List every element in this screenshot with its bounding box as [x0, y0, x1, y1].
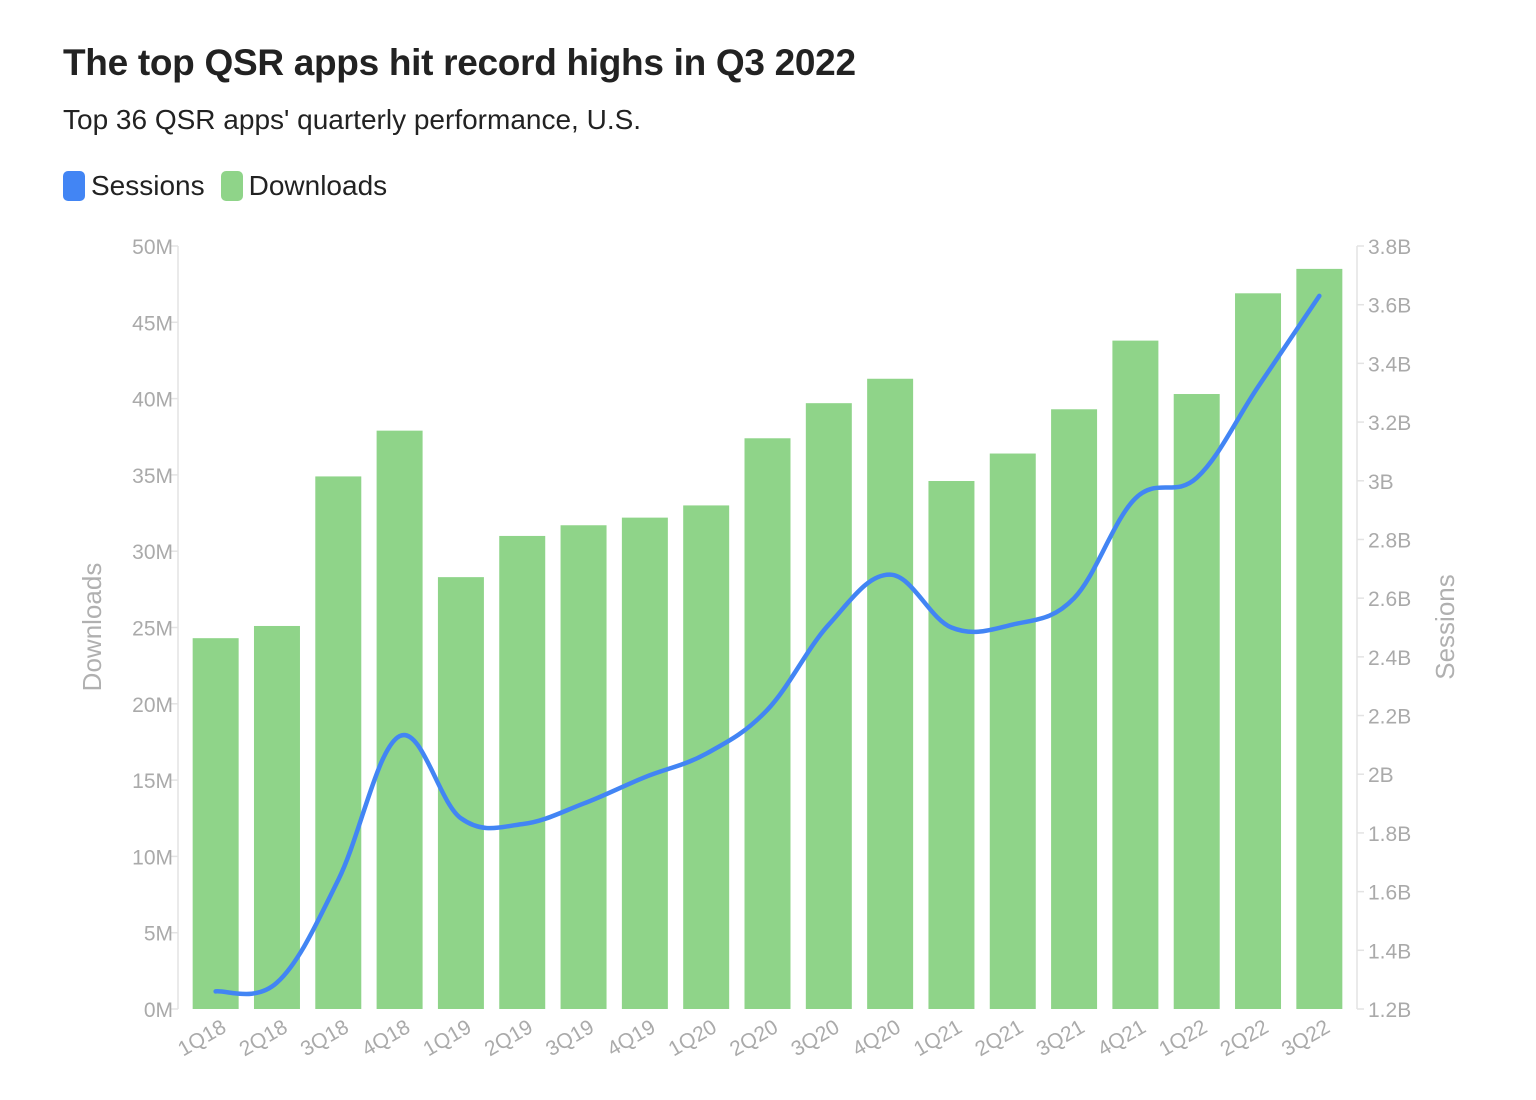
- y-axis-left-title: Downloads: [77, 563, 107, 692]
- downloads-bar: [683, 505, 730, 1009]
- downloads-bar: [253, 625, 300, 1009]
- x-tick-label: 4Q19: [603, 1015, 659, 1061]
- sessions-line: [213, 293, 1322, 997]
- x-tick-label: 4Q21: [1094, 1015, 1150, 1061]
- x-tick-label: 2Q21: [971, 1015, 1027, 1061]
- legend-swatch-downloads: [220, 171, 243, 201]
- downloads-bar: [437, 577, 484, 1009]
- y-right-tick-label: 3.2B: [1368, 412, 1411, 435]
- chart-subtitle: Top 36 QSR apps' quarterly performance, …: [63, 104, 642, 135]
- x-tick-label: 1Q22: [1155, 1015, 1211, 1061]
- chart-title: The top QSR apps hit record highs in Q3 …: [63, 42, 856, 83]
- downloads-bar: [928, 481, 975, 1009]
- y-left-tick-label: 45M: [132, 312, 173, 335]
- y-left-tick-label: 40M: [132, 389, 173, 412]
- downloads-bar: [1235, 293, 1282, 1009]
- y-right-tick-label: 1.8B: [1368, 823, 1411, 846]
- legend-swatch-sessions: [63, 171, 85, 201]
- y-left-tick-label: 35M: [132, 465, 173, 488]
- legend-label-sessions: Sessions: [91, 170, 205, 201]
- x-tick-label: 1Q18: [174, 1015, 230, 1061]
- x-tick-label: 3Q20: [787, 1015, 843, 1061]
- downloads-bar: [499, 535, 546, 1009]
- legend-label-downloads: Downloads: [248, 170, 388, 201]
- chart-legend: Sessions Downloads: [63, 170, 403, 202]
- y-left-tick-label: 15M: [132, 770, 173, 793]
- downloads-bar: [315, 476, 362, 1009]
- x-tick-label: 2Q20: [726, 1015, 782, 1061]
- y-right-tick-label: 2B: [1368, 764, 1394, 787]
- y-left-tick-label: 50M: [132, 236, 173, 259]
- y-right-tick-label: 1.4B: [1368, 940, 1411, 963]
- y-left-tick-label: 30M: [132, 541, 173, 564]
- y-right-tick-label: 2.6B: [1368, 588, 1411, 611]
- y-right-tick-label: 1.6B: [1368, 882, 1411, 905]
- x-tick-label: 4Q20: [849, 1015, 905, 1061]
- y-left-tick-label: 5M: [144, 923, 173, 946]
- x-tick-label: 2Q19: [481, 1015, 537, 1061]
- downloads-bar: [867, 378, 914, 1010]
- x-tick-label: 3Q21: [1033, 1015, 1089, 1061]
- y-right-tick-label: 2.4B: [1368, 647, 1411, 670]
- x-tick-label: 1Q21: [910, 1015, 966, 1061]
- downloads-bars: [192, 268, 1343, 1010]
- downloads-bar: [621, 517, 668, 1009]
- axes-layer: [171, 245, 1364, 1010]
- y-right-tick-label: 3.6B: [1368, 295, 1411, 318]
- downloads-bar: [1173, 394, 1220, 1010]
- x-tick-label: 2Q22: [1217, 1015, 1273, 1061]
- y-left-tick-label: 25M: [132, 618, 173, 641]
- y-right-tick-label: 3B: [1368, 471, 1394, 494]
- legend-item-sessions[interactable]: Sessions: [63, 170, 205, 202]
- y-right-tick-label: 1.2B: [1368, 999, 1411, 1022]
- y-left-tick-label: 10M: [132, 846, 173, 869]
- x-tick-label: 3Q22: [1278, 1015, 1334, 1061]
- x-tick-label: 1Q19: [419, 1015, 475, 1061]
- downloads-bar: [1296, 268, 1343, 1009]
- y-right-tick-label: 3.4B: [1368, 353, 1411, 376]
- y-right-tick-label: 3.8B: [1368, 236, 1411, 259]
- y-right-tick-label: 2.8B: [1368, 529, 1411, 552]
- downloads-bar: [192, 638, 239, 1009]
- downloads-bar: [1112, 340, 1159, 1009]
- x-tick-label: 4Q18: [358, 1015, 414, 1061]
- y-left-tick-label: 0M: [144, 999, 173, 1022]
- x-tick-label: 2Q18: [235, 1015, 291, 1061]
- downloads-bar: [1051, 409, 1098, 1010]
- legend-item-downloads[interactable]: Downloads: [220, 170, 388, 202]
- x-tick-label: 1Q20: [665, 1015, 721, 1061]
- y-left-tick-label: 20M: [132, 694, 173, 717]
- x-tick-label: 3Q19: [542, 1015, 598, 1061]
- sessions-line-layer: [213, 293, 1322, 997]
- x-tick-label: 3Q18: [297, 1015, 353, 1061]
- y-axis-right-title: Sessions: [1430, 574, 1460, 680]
- y-right-tick-label: 2.2B: [1368, 706, 1411, 729]
- downloads-bar: [805, 403, 852, 1010]
- downloads-bar: [560, 525, 607, 1009]
- downloads-bar: [376, 430, 423, 1009]
- downloads-bar: [989, 453, 1036, 1009]
